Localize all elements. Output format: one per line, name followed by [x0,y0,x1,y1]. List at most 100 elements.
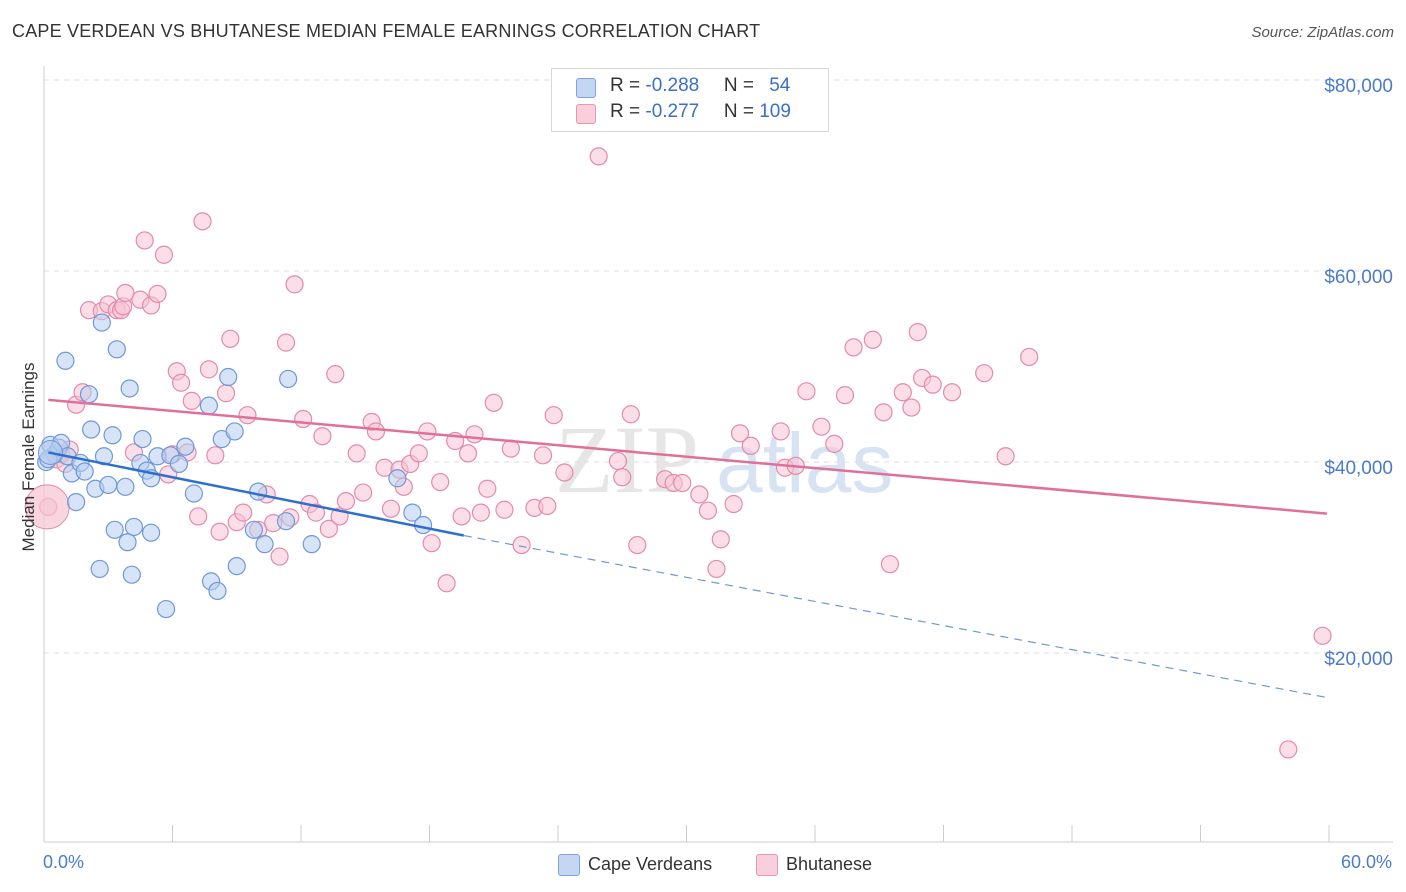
data-point [221,329,240,348]
data-point [92,313,111,332]
data-point [495,500,514,519]
data-point [135,231,154,250]
data-point [730,424,750,443]
x-tick-label-min: 0.0% [43,852,85,872]
data-point [544,406,563,425]
data-point [628,535,647,555]
data-point [122,565,141,584]
data-point [613,468,632,487]
data-point [75,462,94,481]
data-point [923,375,942,394]
y-tick-label: $20,000 [1324,649,1393,670]
data-point [306,503,326,522]
data-point [336,492,356,511]
stats-legend: R = -0.288 N = 54 R = -0.277 N = 109 [551,68,829,132]
data-point [409,444,428,463]
trend-line-cape-verdeans-extension [463,534,1330,699]
data-point [56,351,75,370]
data-point [244,520,263,539]
data-point [103,426,122,445]
data-point [1020,347,1039,367]
data-point [465,425,484,444]
legend-swatch-pink [576,104,596,124]
data-point [184,484,204,503]
data-point [484,393,503,412]
data-point [206,446,225,465]
data-point [403,503,422,522]
data-point [741,436,760,455]
data-point [418,422,437,441]
data-point [893,383,912,402]
data-point [771,422,790,441]
bhutanese-points [24,147,1332,759]
data-point [255,535,274,554]
legend-n-value: 54 [769,75,791,96]
data-point [118,533,137,552]
data-point [996,447,1015,466]
data-point [431,472,450,492]
data-point [294,409,313,429]
data-point [176,437,195,456]
data-point [276,512,296,531]
data-point [452,507,471,526]
data-point [533,446,553,465]
data-point [216,384,236,403]
data-point [812,417,831,436]
data-point [388,469,407,488]
data-point [1313,626,1332,645]
data-point [208,581,227,601]
data-point [1279,740,1298,759]
data-point [227,556,246,576]
legend-swatch-blue [558,854,580,876]
trend-line-bhutanese [48,398,1327,515]
data-point [366,422,386,441]
data-point [621,405,640,424]
data-point [347,444,366,463]
data-point [673,473,692,493]
data-point [169,454,189,474]
data-point [326,365,345,384]
legend-r-label: R = [610,101,646,122]
cape-verdean-points [37,313,433,619]
data-point [182,391,201,410]
data-point [210,522,229,541]
data-point [902,398,921,417]
legend-label: Bhutanese [786,854,873,874]
data-point [471,503,490,522]
legend-n-label: N = [723,101,760,122]
data-point [690,485,709,504]
data-point [99,475,118,495]
data-point [707,559,726,579]
data-point [381,499,401,518]
data-point [171,373,191,392]
data-point [90,559,109,579]
data-point [354,483,373,502]
data-point [422,534,441,553]
legend-r-label: R = [610,75,646,96]
x-tick-label-max: 60.0% [1340,852,1392,872]
data-point [908,323,927,342]
data-point [270,547,289,566]
data-point [193,212,212,231]
data-point [863,330,882,349]
data-point [249,482,268,501]
data-point [79,385,99,404]
legend-swatch-blue [576,78,596,98]
data-point [555,463,574,482]
data-point [589,147,608,166]
data-point [478,479,497,498]
data-point [105,520,124,539]
data-point [458,444,478,463]
data-point [116,283,135,303]
data-point [199,396,219,415]
data-point [67,493,86,512]
data-point [538,496,557,516]
data-point [835,386,855,405]
data-point [219,367,238,387]
data-point [844,338,863,357]
watermark-zip: ZIP [555,406,699,513]
data-point [698,501,718,520]
legend-r-value: -0.288 [645,75,700,96]
data-point [133,429,152,449]
data-point [302,535,321,554]
